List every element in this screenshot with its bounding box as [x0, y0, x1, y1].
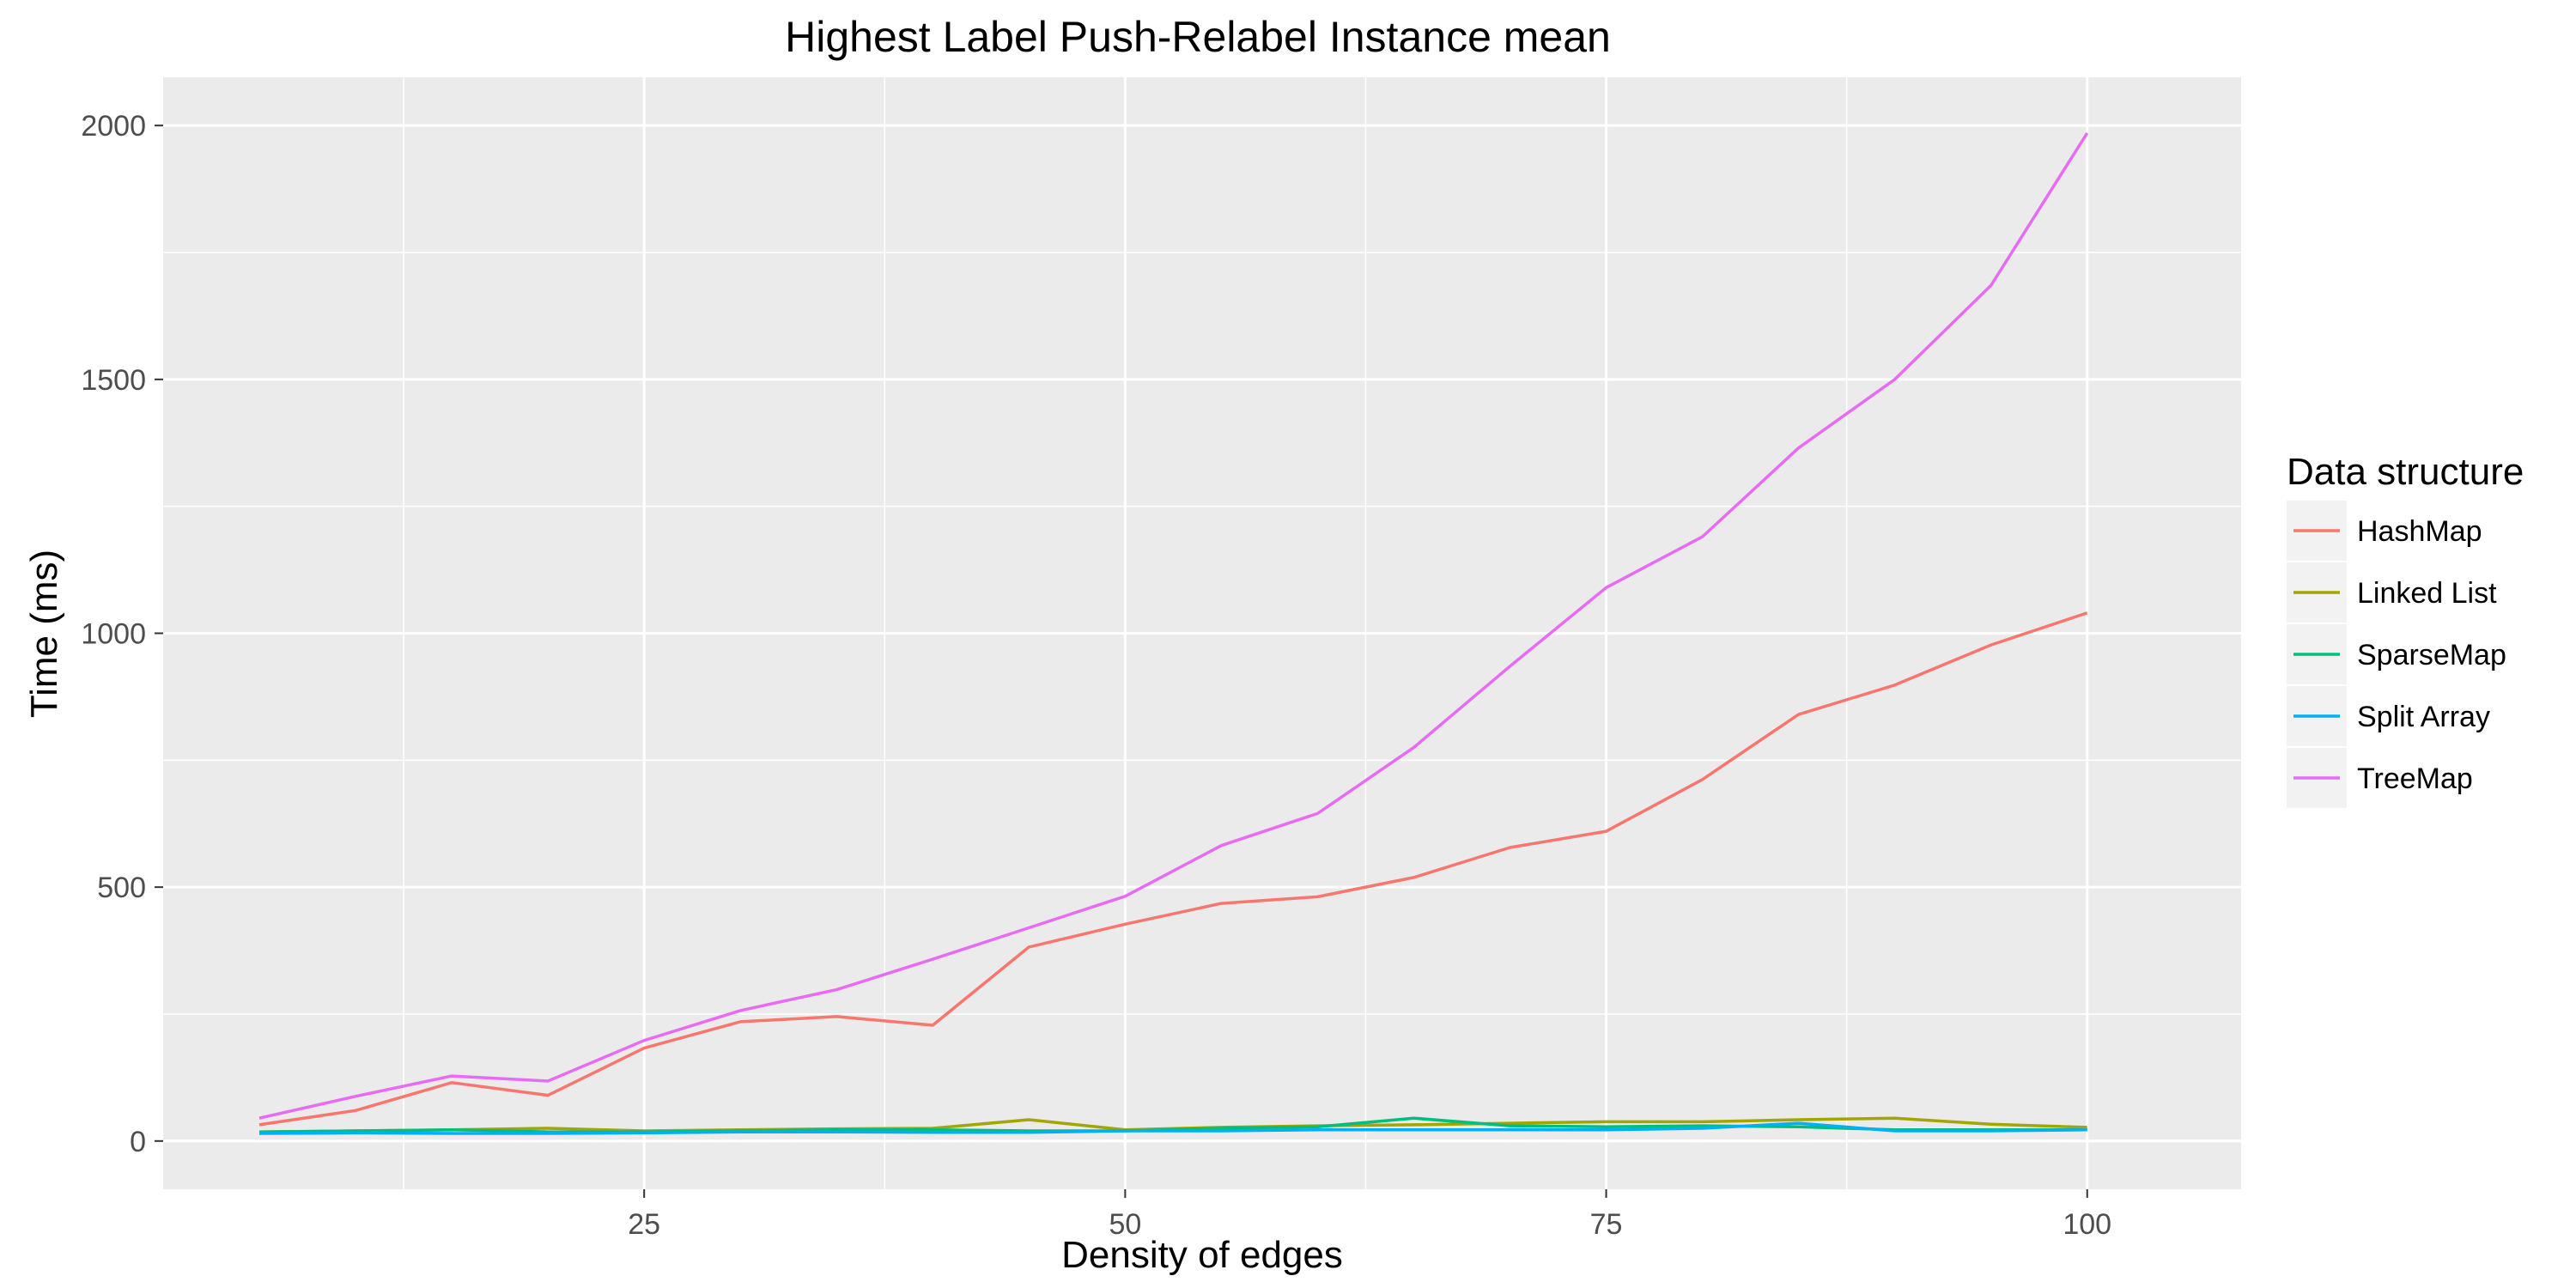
y-tick-label: 500 [97, 872, 146, 904]
x-axis-title: Density of edges [1061, 1234, 1343, 1276]
x-tick-label: 25 [628, 1208, 660, 1241]
series-lines [258, 132, 2089, 1135]
y-tick-label: 2000 [81, 110, 146, 143]
y-tick-label: 1000 [81, 618, 146, 651]
legend-label-linked-list: Linked List [2357, 577, 2497, 610]
legend: Data structure HashMap Linked List SparseM… [2287, 451, 2524, 808]
series-line-hashmap [258, 611, 2088, 1127]
x-tick-label: 75 [1590, 1208, 1623, 1241]
legend-label-sparsemap: SparseMap [2357, 639, 2506, 671]
series-line-treemap [258, 132, 2089, 1120]
x-axis-ticks: 25 50 75 100 [628, 1189, 2111, 1241]
legend-label-treemap: TreeMap [2357, 762, 2473, 795]
series-line-split-array [258, 1121, 2087, 1135]
x-tick-label: 50 [1109, 1208, 1141, 1241]
y-axis-ticks: 0 500 1000 1500 2000 [81, 110, 163, 1158]
y-tick-label: 1500 [81, 364, 146, 397]
y-tick-label: 0 [130, 1126, 146, 1158]
chart-title: Highest Label Push-Relabel Instance mean [785, 13, 1611, 61]
legend-label-hashmap: HashMap [2357, 515, 2482, 548]
x-tick-label: 100 [2063, 1208, 2111, 1241]
legend-label-split-array: Split Array [2357, 701, 2490, 733]
legend-title: Data structure [2287, 451, 2524, 493]
y-axis-title: Time (ms) [23, 550, 65, 718]
legend-items: HashMap Linked List SparseMap Split Array Tr… [2287, 501, 2506, 808]
major-gridlines [163, 77, 2241, 1189]
